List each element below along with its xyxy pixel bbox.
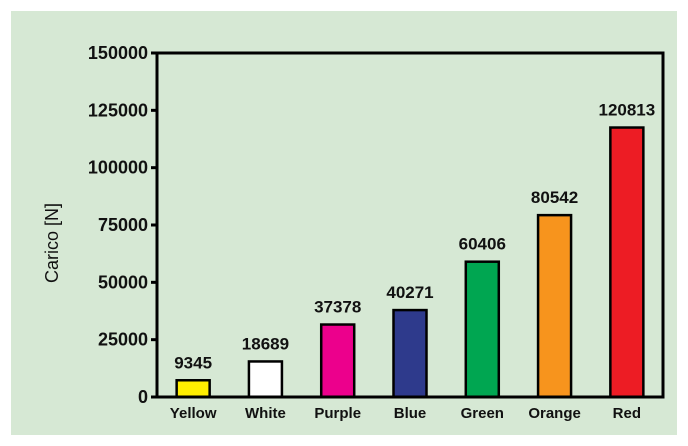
bar-yellow <box>175 379 211 399</box>
bar-blue <box>392 308 428 399</box>
data-label: 9345 <box>174 353 212 372</box>
y-axis-label: Carico [N] <box>42 203 62 283</box>
x-tick-label: Blue <box>394 405 427 422</box>
chart-panel: 0 25000 50000 75000 100000 125000 150000 9345 1… <box>11 11 677 435</box>
plot-area-frame <box>155 51 665 399</box>
y-tick-label: 125000 <box>88 100 148 120</box>
x-tick-label: Green <box>461 405 504 422</box>
x-tick-label: White <box>245 405 286 422</box>
bar-white <box>247 360 284 399</box>
x-tick-label: Orange <box>528 405 581 422</box>
data-label: 80542 <box>531 188 578 207</box>
y-tick-label: 50000 <box>98 272 148 292</box>
bar-red <box>609 126 645 399</box>
data-label: 60406 <box>459 235 506 254</box>
y-axis-ticks: 0 25000 50000 75000 100000 125000 150000 <box>88 43 157 407</box>
bar-orange <box>536 213 573 399</box>
x-axis-labels: Yellow White Purple Blue Green Orange Red <box>170 405 641 422</box>
data-label: 40271 <box>386 283 433 302</box>
x-tick-label: Red <box>613 405 641 422</box>
bars <box>175 126 645 399</box>
data-label: 120813 <box>598 101 655 120</box>
x-tick-label: Purple <box>314 405 361 422</box>
data-label: 18689 <box>242 334 289 353</box>
bar-green <box>464 260 501 399</box>
y-tick-label: 150000 <box>88 43 148 63</box>
data-labels: 9345 18689 37378 40271 60406 80542 120813 <box>174 101 655 373</box>
data-label: 37378 <box>314 298 361 317</box>
y-tick-label: 0 <box>138 387 148 407</box>
y-tick-label: 75000 <box>98 215 148 235</box>
x-tick-label: Yellow <box>170 405 217 422</box>
y-tick-label: 100000 <box>88 158 148 178</box>
y-tick-label: 25000 <box>98 330 148 350</box>
bar-purple <box>319 323 356 399</box>
bar-chart: 0 25000 50000 75000 100000 125000 150000 9345 1… <box>42 43 665 422</box>
